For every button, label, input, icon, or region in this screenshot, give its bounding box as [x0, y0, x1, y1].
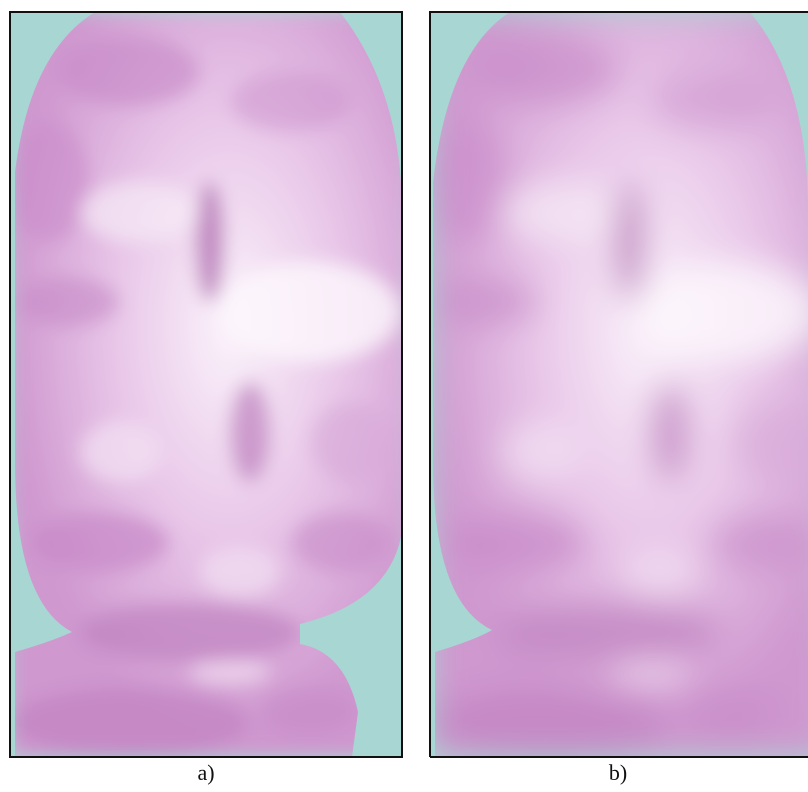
figure: a) b): [0, 0, 808, 792]
panel-b: [430, 12, 808, 757]
panel-a: [10, 12, 410, 757]
panel-label: a): [197, 760, 214, 785]
panel-label: b): [609, 760, 627, 785]
